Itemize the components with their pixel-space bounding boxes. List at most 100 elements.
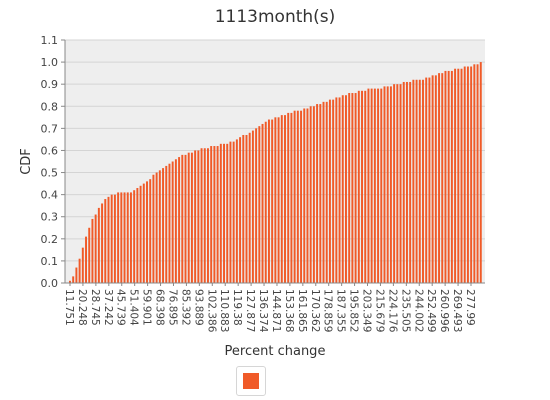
bar <box>319 104 322 284</box>
bar <box>428 77 431 284</box>
bar <box>75 267 78 283</box>
bar <box>422 79 424 283</box>
bar <box>107 196 110 283</box>
bar <box>232 141 235 283</box>
bar <box>444 70 447 283</box>
x-tick-label: 187.355 <box>335 289 347 332</box>
bar <box>405 81 408 284</box>
bar <box>332 99 335 284</box>
bar <box>152 174 155 283</box>
x-tick-label: 85.392 <box>179 289 191 326</box>
y-tick-label: 0.9 <box>41 78 59 91</box>
bar <box>415 79 418 283</box>
x-tick-label: 252.499 <box>425 289 437 332</box>
bar <box>178 157 181 283</box>
bar <box>348 93 351 283</box>
bar <box>267 119 270 283</box>
bar <box>373 88 376 283</box>
bar <box>328 99 331 284</box>
chart-title: 1113month(s) <box>214 7 336 27</box>
bar <box>434 75 437 283</box>
x-tick-label: 45.739 <box>115 289 127 326</box>
bar <box>312 106 315 283</box>
bar <box>389 86 392 284</box>
y-axis-label: CDF <box>19 148 34 175</box>
bar <box>402 81 405 284</box>
bar <box>438 73 441 284</box>
bar <box>418 79 421 283</box>
x-tick-label: 28.745 <box>89 289 101 326</box>
bar <box>258 126 261 284</box>
bar <box>88 227 91 283</box>
x-tick-label: 170.362 <box>309 289 321 332</box>
x-tick-label: 20.248 <box>76 289 88 326</box>
bar <box>101 203 104 283</box>
bar <box>457 68 460 283</box>
bar <box>165 165 168 283</box>
bar <box>197 150 200 283</box>
bar <box>255 128 258 283</box>
y-tick-label: 0.7 <box>41 122 59 135</box>
bar <box>287 112 290 284</box>
bar <box>399 84 402 283</box>
bar <box>425 77 428 284</box>
x-tick-label: 269.493 <box>451 289 463 332</box>
bar <box>158 170 161 283</box>
bar <box>104 199 107 283</box>
bar <box>274 117 277 284</box>
bar <box>300 110 303 283</box>
bar <box>293 110 296 283</box>
bar <box>277 117 280 284</box>
bar <box>463 66 466 283</box>
bar <box>216 146 219 283</box>
bar <box>393 84 396 283</box>
bar <box>194 150 197 283</box>
bar <box>126 192 129 283</box>
bar <box>377 88 380 283</box>
x-tick-label: 51.404 <box>128 289 140 326</box>
bar <box>383 86 386 284</box>
bar <box>155 172 158 283</box>
y-tick-label: 0.8 <box>41 100 59 113</box>
x-tick-label: 119.38 <box>231 289 243 326</box>
y-tick-label: 0.6 <box>41 144 59 157</box>
bar <box>341 95 344 284</box>
bar <box>235 139 238 283</box>
x-tick-label: 277.99 <box>464 289 476 326</box>
legend[interactable] <box>236 366 266 396</box>
bar <box>85 236 87 283</box>
bar <box>162 168 165 283</box>
bar <box>284 115 286 283</box>
axes: 0.0 0.1 0.2 0.3 0.4 0.5 0.6 0.7 0.8 0.9 1.0 1.1 11.7… <box>41 34 485 333</box>
bar <box>335 97 338 283</box>
bar <box>466 66 469 283</box>
bar <box>309 106 312 283</box>
x-tick-label: 144.871 <box>270 289 282 332</box>
bar <box>351 93 354 283</box>
bar <box>396 84 399 283</box>
x-tick-label: 215.679 <box>373 289 385 332</box>
bar <box>290 112 293 284</box>
bars <box>69 62 482 284</box>
x-tick-label: 59.901 <box>141 289 153 326</box>
x-tick-label: 195.852 <box>348 289 360 332</box>
bar <box>431 75 434 283</box>
legend-series-swatch[interactable] <box>243 373 259 389</box>
bar <box>213 146 216 283</box>
bar <box>200 148 203 283</box>
bar <box>460 68 463 283</box>
bar <box>69 280 71 283</box>
bar <box>139 185 142 283</box>
bar <box>219 143 222 283</box>
x-tick-label: 178.859 <box>322 289 334 332</box>
x-tick-label: 76.895 <box>166 289 178 326</box>
bar <box>345 95 347 284</box>
bar <box>271 119 274 283</box>
bar <box>303 108 306 284</box>
bar <box>261 123 264 283</box>
x-tick-label: 11.751 <box>63 289 75 326</box>
bar <box>242 134 245 283</box>
bar <box>296 110 299 283</box>
bar <box>146 181 148 283</box>
bar <box>367 88 370 283</box>
